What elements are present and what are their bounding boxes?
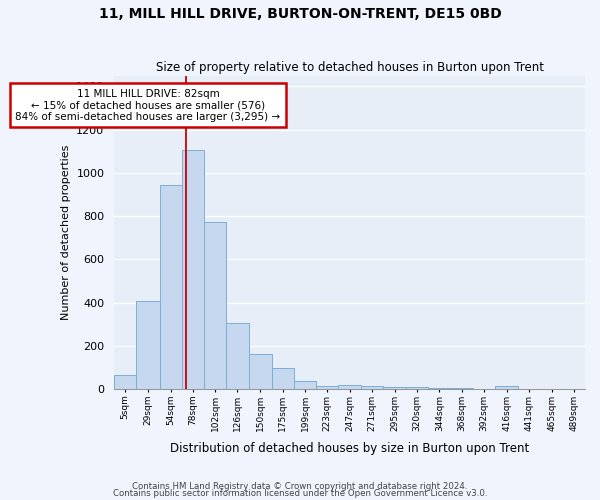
Bar xyxy=(182,150,204,389)
Bar xyxy=(248,354,272,389)
Bar xyxy=(114,375,136,389)
Bar xyxy=(294,382,316,389)
Bar xyxy=(226,323,248,389)
Bar xyxy=(272,368,294,389)
Text: Contains public sector information licensed under the Open Government Licence v3: Contains public sector information licen… xyxy=(113,490,487,498)
Bar xyxy=(495,386,518,389)
Bar xyxy=(316,386,338,389)
Bar xyxy=(338,384,361,389)
Title: Size of property relative to detached houses in Burton upon Trent: Size of property relative to detached ho… xyxy=(155,62,544,74)
X-axis label: Distribution of detached houses by size in Burton upon Trent: Distribution of detached houses by size … xyxy=(170,442,529,455)
Bar xyxy=(383,387,406,389)
Bar xyxy=(406,387,428,389)
Text: 11, MILL HILL DRIVE, BURTON-ON-TRENT, DE15 0BD: 11, MILL HILL DRIVE, BURTON-ON-TRENT, DE… xyxy=(98,8,502,22)
Text: Contains HM Land Registry data © Crown copyright and database right 2024.: Contains HM Land Registry data © Crown c… xyxy=(132,482,468,491)
Y-axis label: Number of detached properties: Number of detached properties xyxy=(61,144,71,320)
Bar xyxy=(428,388,451,389)
Bar xyxy=(451,388,473,389)
Bar xyxy=(361,386,383,389)
Bar xyxy=(136,302,160,389)
Text: 11 MILL HILL DRIVE: 82sqm
← 15% of detached houses are smaller (576)
84% of semi: 11 MILL HILL DRIVE: 82sqm ← 15% of detac… xyxy=(16,88,281,122)
Bar xyxy=(160,185,182,389)
Bar xyxy=(204,222,226,389)
